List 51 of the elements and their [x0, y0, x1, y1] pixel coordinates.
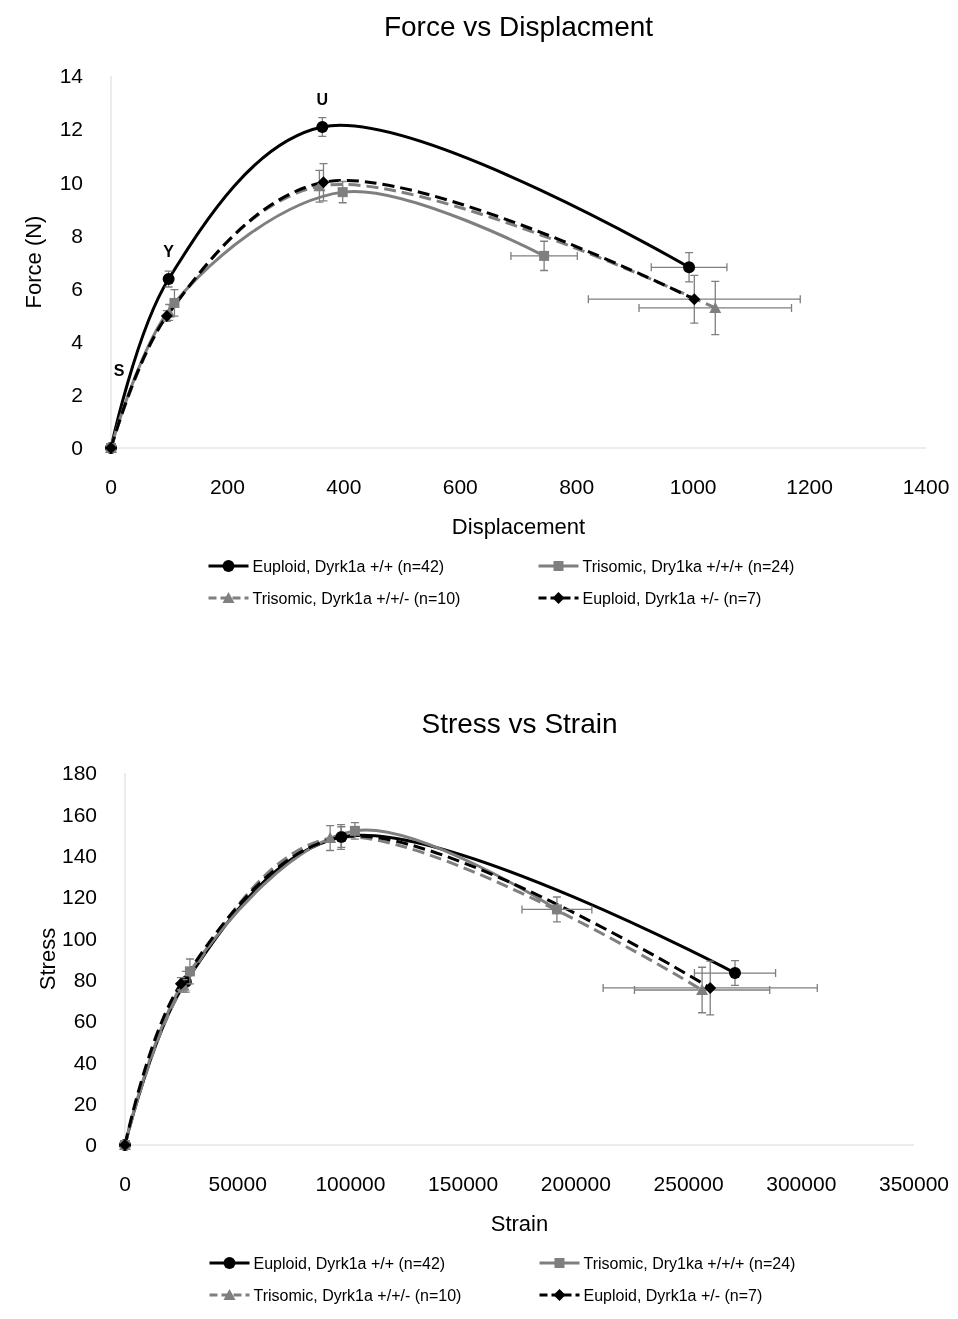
y-tick-label: 2 — [71, 383, 83, 407]
legend-label: Trisomic, Dyrk1a +/+/- (n=10) — [252, 589, 461, 607]
y-tick-label: 0 — [85, 1133, 97, 1157]
y-tick-label: 180 — [61, 761, 97, 785]
x-tick-label: 1400 — [902, 475, 950, 498]
annotation: Y — [163, 243, 175, 261]
x-tick-label: 350000 — [878, 1172, 950, 1195]
legend-label: Euploid, Dyrk1a +/- (n=7) — [583, 1286, 763, 1304]
y-tick-label: 0 — [71, 436, 83, 460]
y-tick-label: 20 — [73, 1092, 97, 1116]
y-tick-label: 120 — [61, 885, 97, 909]
legend-label: Euploid, Dyrk1a +/+ (n=42) — [253, 1254, 446, 1272]
y-tick-label: 80 — [73, 968, 97, 992]
x-tick-label: 800 — [559, 475, 595, 498]
annotation: S — [113, 362, 125, 379]
x-tick-label: 300000 — [766, 1172, 837, 1195]
chart-title: Stress vs Strain — [421, 708, 618, 739]
x-axis-title: Displacement — [451, 514, 586, 539]
y-tick-label: 4 — [71, 330, 84, 354]
y-axis-title: Force (N) — [21, 215, 46, 309]
x-tick-label: 400 — [326, 475, 362, 498]
x-tick-label: 200000 — [540, 1172, 611, 1195]
y-tick-label: 40 — [73, 1050, 97, 1074]
y-tick-label: 100 — [61, 926, 97, 950]
legend-label: Euploid, Dyrk1a +/+ (n=42) — [252, 557, 445, 575]
y-tick-label: 160 — [61, 802, 97, 826]
annotation: U — [316, 91, 329, 109]
legend-label: Euploid, Dyrk1a +/- (n=7) — [582, 589, 762, 607]
x-axis-title: Strain — [490, 1211, 549, 1236]
y-tick-label: 60 — [73, 1009, 97, 1033]
x-tick-label: 0 — [105, 475, 117, 498]
legend-label: Trisomic, Dry1ka +/+/+ (n=24) — [582, 557, 795, 575]
legend-label: Trisomic, Dyrk1a +/+/- (n=10) — [253, 1286, 462, 1304]
x-tick-label: 100000 — [315, 1172, 386, 1195]
x-tick-label: 250000 — [653, 1172, 724, 1195]
x-tick-label: 1200 — [786, 475, 833, 498]
y-axis-title: Stress — [35, 927, 60, 991]
y-tick-label: 6 — [71, 276, 83, 300]
chart-title: Force vs Displacment — [383, 11, 654, 42]
y-tick-label: 10 — [59, 170, 83, 194]
x-tick-label: 600 — [442, 475, 478, 498]
y-tick-label: 140 — [61, 844, 97, 868]
y-tick-label: 8 — [71, 223, 83, 247]
x-tick-label: 1000 — [669, 475, 717, 498]
x-tick-label: 200 — [209, 475, 245, 498]
x-tick-label: 150000 — [428, 1172, 499, 1195]
y-tick-label: 14 — [59, 64, 84, 88]
x-tick-label: 0 — [119, 1172, 131, 1195]
legend-label: Trisomic, Dry1ka +/+/+ (n=24) — [583, 1254, 796, 1272]
y-tick-label: 12 — [59, 117, 83, 141]
x-tick-label: 50000 — [208, 1172, 267, 1195]
